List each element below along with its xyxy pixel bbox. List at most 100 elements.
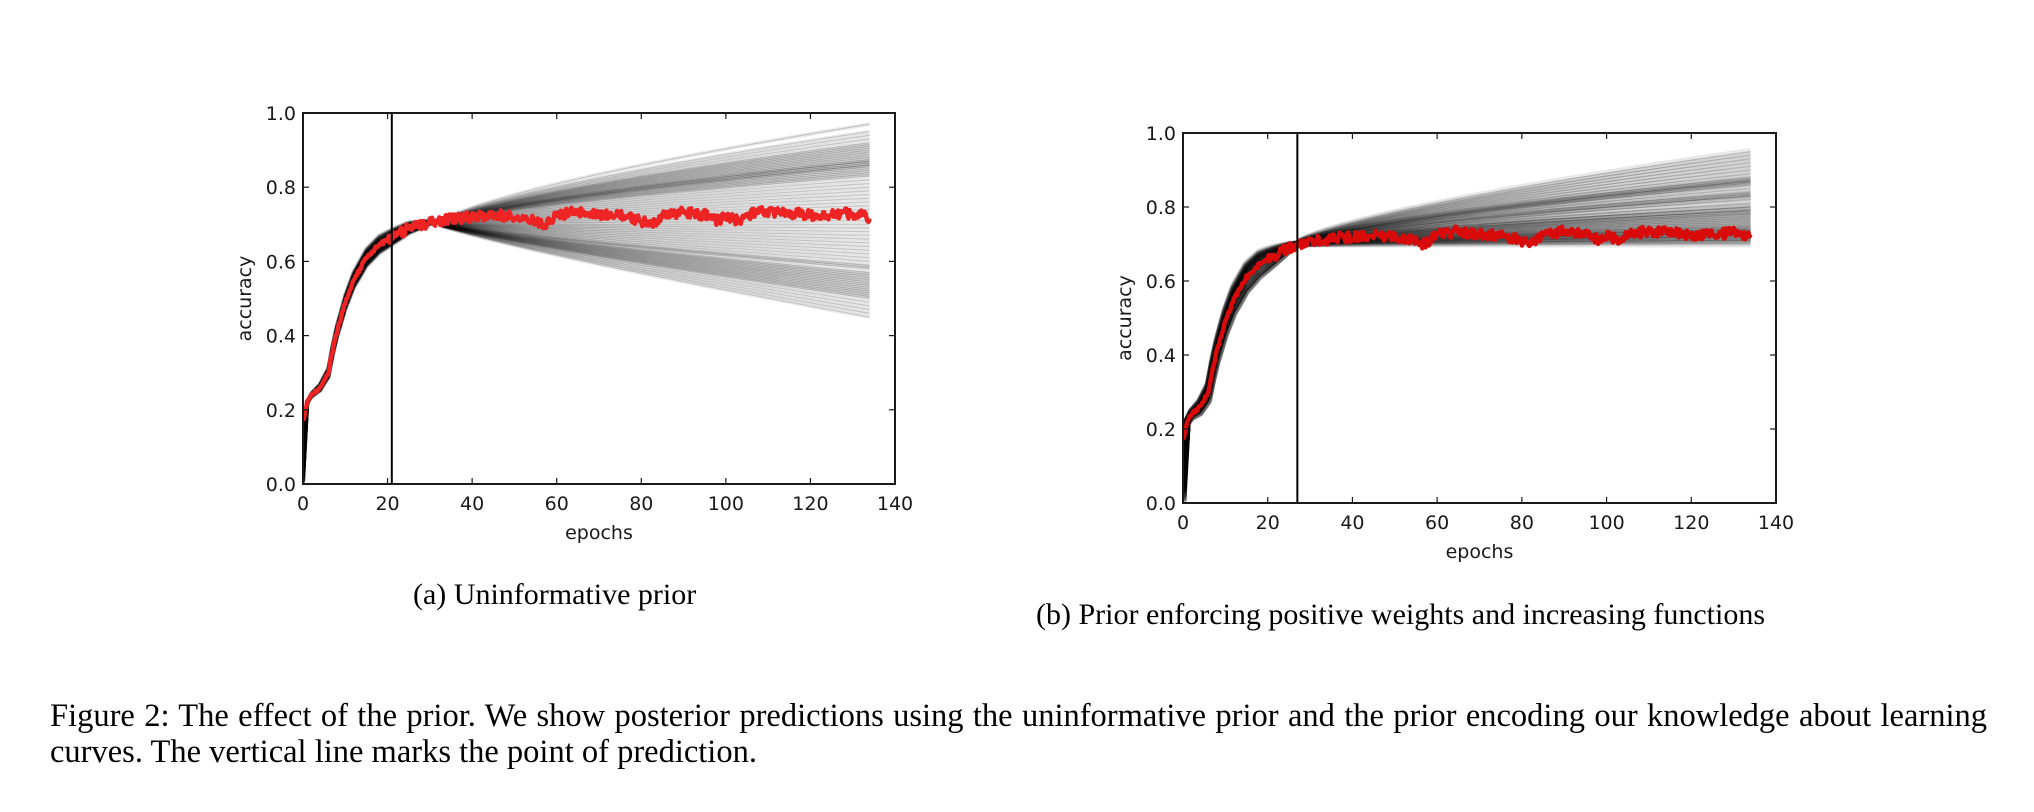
posterior-sample-core xyxy=(303,220,870,469)
posterior-sample-core xyxy=(1183,239,1751,491)
posterior-sample-core xyxy=(1183,230,1751,491)
posterior-sample-core xyxy=(1183,221,1751,492)
posterior-sample xyxy=(303,218,870,468)
posterior-sample-core xyxy=(1183,226,1751,486)
posterior-sample xyxy=(303,207,870,472)
posterior-sample-core xyxy=(1183,241,1751,497)
posterior-sample-core xyxy=(1183,206,1751,502)
posterior-sample-core xyxy=(303,179,870,470)
posterior-sample-core xyxy=(1183,162,1751,490)
posterior-samples-a xyxy=(303,122,870,484)
posterior-sample xyxy=(1183,196,1751,501)
posterior-sample xyxy=(1183,214,1751,501)
posterior-sample xyxy=(303,153,870,476)
posterior-sample xyxy=(303,144,870,483)
x-tick-label: 40 xyxy=(460,493,484,515)
posterior-sample xyxy=(1183,181,1751,496)
posterior-sample xyxy=(1183,210,1751,492)
posterior-sample-core xyxy=(303,160,870,473)
posterior-sample xyxy=(303,218,870,483)
posterior-sample-core xyxy=(303,220,870,480)
posterior-sample xyxy=(1183,234,1751,492)
x-tick-label: 60 xyxy=(545,493,569,515)
posterior-sample xyxy=(1183,179,1751,491)
x-tick-label: 40 xyxy=(1340,512,1364,534)
x-tick-label: 140 xyxy=(1758,512,1794,534)
axes-frame-a xyxy=(302,112,896,485)
posterior-sample-core xyxy=(303,220,870,482)
posterior-sample-core xyxy=(303,171,870,482)
posterior-sample-core xyxy=(303,220,870,468)
posterior-sample-core xyxy=(303,220,870,474)
posterior-sample-core xyxy=(303,220,870,471)
posterior-sample xyxy=(1183,166,1752,494)
posterior-sample-core xyxy=(1183,173,1751,500)
posterior-sample xyxy=(303,172,870,484)
posterior-sample xyxy=(1183,223,1751,486)
x-tick-label: 80 xyxy=(1510,512,1534,534)
posterior-sample-core xyxy=(303,131,870,479)
posterior-sample xyxy=(1183,175,1751,502)
posterior-sample-core xyxy=(1183,228,1751,498)
posterior-sample-core xyxy=(303,142,870,474)
posterior-sample xyxy=(303,177,870,470)
posterior-sample-core xyxy=(303,220,870,474)
y-tick-label: 0.0 xyxy=(266,474,296,496)
posterior-sample xyxy=(1183,207,1751,503)
posterior-sample-core xyxy=(1183,176,1751,494)
posterior-sample-core xyxy=(303,220,870,483)
posterior-sample xyxy=(303,218,870,482)
posterior-sample-core xyxy=(1183,154,1751,503)
posterior-sample xyxy=(303,218,870,483)
posterior-sample-core xyxy=(303,220,870,476)
posterior-sample-core xyxy=(303,220,870,482)
posterior-sample-core xyxy=(303,156,870,470)
posterior-sample xyxy=(303,140,870,474)
posterior-sample-core xyxy=(1183,212,1751,498)
posterior-sample-core xyxy=(303,147,870,476)
posterior-sample-core xyxy=(303,220,870,482)
posterior-sample-core xyxy=(303,194,870,476)
posterior-sample xyxy=(303,211,870,475)
posterior-sample-core xyxy=(303,220,870,466)
posterior-sample-core xyxy=(1183,232,1751,490)
posterior-sample xyxy=(1183,222,1751,489)
posterior-sample xyxy=(303,157,870,473)
y-tick-label: 0.4 xyxy=(266,326,296,348)
posterior-sample xyxy=(1183,177,1751,486)
posterior-sample xyxy=(303,218,870,466)
posterior-sample-core xyxy=(1183,217,1751,501)
posterior-sample xyxy=(303,159,870,473)
posterior-sample xyxy=(303,162,870,479)
posterior-sample xyxy=(303,218,870,473)
posterior-sample xyxy=(303,218,870,483)
posterior-sample-core xyxy=(1183,187,1751,501)
posterior-sample xyxy=(1183,170,1752,500)
posterior-sample-core xyxy=(303,216,870,473)
posterior-sample-core xyxy=(303,175,870,475)
posterior-sample-core xyxy=(303,220,870,483)
posterior-sample-core xyxy=(303,220,870,483)
posterior-sample xyxy=(303,218,870,471)
posterior-sample xyxy=(303,218,870,469)
posterior-sample-core xyxy=(303,158,870,472)
posterior-sample-core xyxy=(303,169,870,479)
x-tick-label: 0 xyxy=(1177,512,1189,534)
posterior-sample xyxy=(303,200,870,483)
x-axis-label: epochs xyxy=(1446,541,1514,563)
posterior-sample-core xyxy=(1183,199,1751,500)
posterior-sample xyxy=(1183,162,1752,497)
posterior-sample-core xyxy=(303,220,870,481)
posterior-sample-core xyxy=(303,220,870,478)
posterior-sample xyxy=(303,218,870,480)
posterior-sample xyxy=(1183,192,1751,494)
posterior-sample-core xyxy=(1183,237,1751,492)
posterior-sample xyxy=(303,192,870,476)
posterior-sample-core xyxy=(1183,223,1751,489)
posterior-sample-core xyxy=(1183,206,1751,494)
posterior-sample-core xyxy=(303,220,870,473)
posterior-sample xyxy=(303,168,870,480)
posterior-sample-core xyxy=(303,220,870,484)
posterior-sample xyxy=(1183,231,1751,500)
